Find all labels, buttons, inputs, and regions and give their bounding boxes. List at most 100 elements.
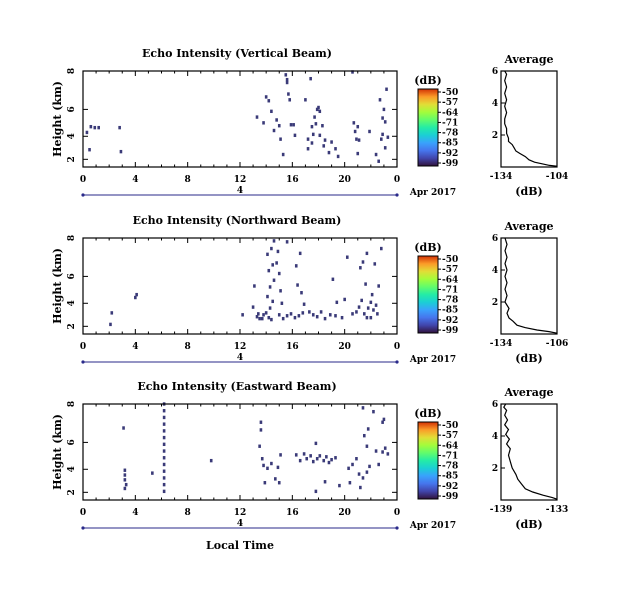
echo-cell [340,315,344,320]
colorbar-tick-label: -78 [442,296,458,306]
echo-cell [124,482,128,487]
average-x-tick-label: -104 [546,172,569,182]
echo-cell [123,486,127,491]
echo-cell [362,312,366,316]
colorbar-tick-label: -99 [442,159,458,169]
echo-cell [276,249,280,254]
average-frame [500,70,558,168]
echo-cell [331,277,335,281]
colorbar-tick-label: -92 [442,316,458,326]
echo-cell [385,87,388,91]
echo-cell [271,263,275,267]
average-y-tick-label: 4 [492,99,498,109]
x-tick-label: 8 [185,175,191,185]
echo-cell [311,313,315,317]
echo-cell [209,458,213,463]
colorbar-tick-label: -71 [442,285,458,295]
beam-panel-0: Echo Intensity (Vertical Beam) Height (km… [51,47,568,198]
echo-cell [257,312,260,316]
y-tick-label: 2 [67,489,77,495]
echo-cell [123,468,127,472]
echo-cell [162,422,166,426]
echo-cell [368,464,371,469]
average-frame [500,403,558,501]
echo-cell [262,313,265,317]
echo-cell [361,476,365,480]
echo-cell [330,457,333,462]
echo-cell [336,154,340,159]
echo-cell [263,481,267,485]
echo-cell [319,310,323,314]
echo-cell [267,99,271,103]
echo-cell [272,239,276,243]
y-tick-label: 8 [67,235,77,241]
panel-title: Echo Intensity (Vertical Beam) [142,47,332,60]
y-axis-title: Height (km) [51,414,64,490]
x-tick-label: 8 [185,342,191,352]
echo-cell [294,453,298,457]
echo-cell [305,457,309,461]
echo-cell [285,314,289,318]
echo-cell [289,123,293,127]
colorbar-tick-label: -71 [442,451,458,461]
echo-cell [362,433,366,438]
echo-cell [315,457,319,461]
x-tick-label: 0 [394,508,400,518]
y-tick-label: 2 [67,323,77,329]
echo-cell [321,124,324,128]
x-tick-label: 12 [234,175,247,185]
echo-cell [368,129,371,134]
echo-cell [310,124,314,129]
echo-cell [277,124,281,128]
beam-panel-2: Echo Intensity (Eastward Beam) Height (km… [51,380,568,531]
day-axis-marker [81,360,85,364]
x-tick-label: 0 [394,342,400,352]
x-tick-label: 16 [286,342,299,352]
echo-cell [151,471,154,475]
echo-cell [297,314,301,318]
average-y-tick-label: 6 [492,400,498,410]
day-axis-marker [81,526,85,530]
colorbar-tick-label: -78 [442,129,458,139]
echo-cell [377,462,380,467]
echo-cell [369,315,373,320]
echo-cell [134,295,137,300]
average-unit: (dB) [515,352,542,365]
colorbar-tick-label: -64 [442,275,458,285]
average-y-tick-label: 6 [492,67,498,77]
echo-cell [351,312,354,316]
echo-cell [162,482,166,487]
echo-cell [373,262,377,266]
echo-cell [162,409,166,413]
echo-cell [311,132,315,137]
echo-cell [374,449,378,453]
average-x-tick-label: -106 [546,339,569,349]
echo-cell [356,151,360,156]
echo-cell [365,470,369,474]
echo-cell [285,80,289,85]
echo-cell [351,70,354,74]
echo-cell [268,306,272,310]
average-unit: (dB) [515,518,542,531]
echo-cell [255,315,259,319]
echo-cell [270,317,273,322]
echo-cell [383,446,387,450]
echo-cell [306,147,310,151]
echo-cell [274,477,277,481]
echo-cell [281,152,285,157]
echo-cell [374,303,378,307]
colorbar-tick-label: -85 [442,306,458,316]
echo-cell [162,449,166,453]
echo-cell [386,135,390,139]
echo-cell [162,442,166,447]
echo-cell [314,122,318,126]
echo-cell [285,240,289,244]
echo-cell [347,466,350,471]
echo-cell [328,313,332,317]
day-axis-marker [395,360,399,364]
average-profile-line [503,403,558,500]
echo-cell [365,251,369,256]
echo-cell [322,458,326,463]
echo-cell [275,261,278,265]
echo-cell [364,282,367,286]
